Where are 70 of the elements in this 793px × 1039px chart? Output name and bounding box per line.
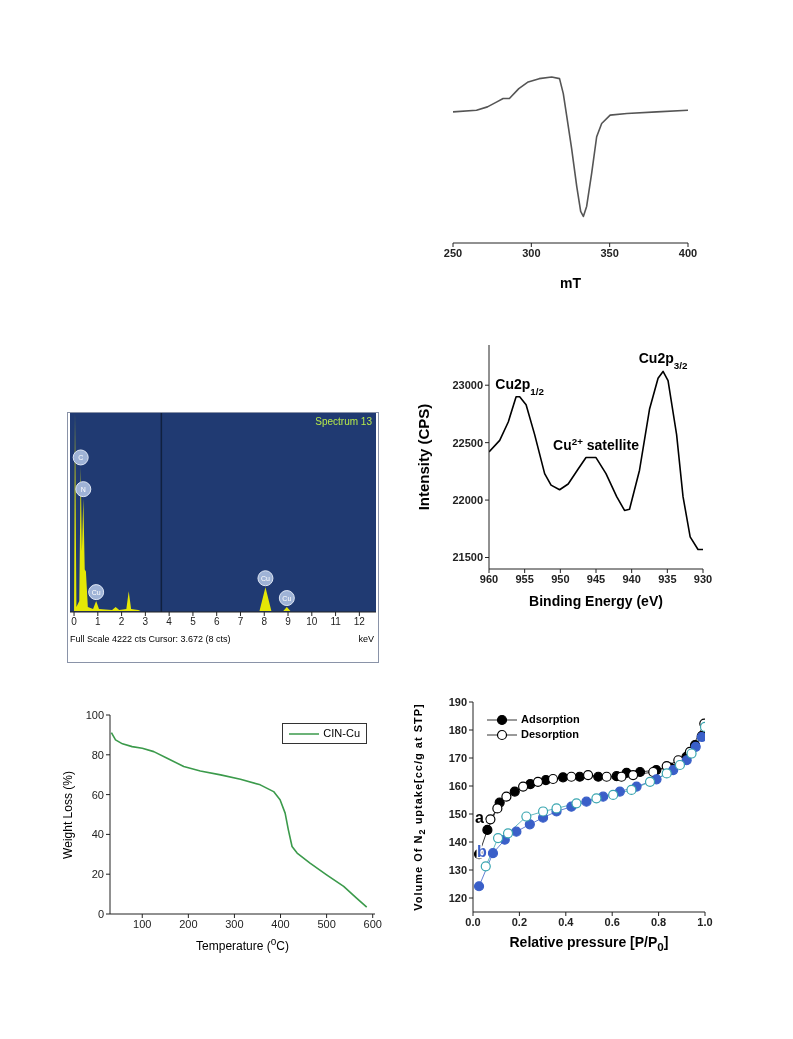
y-tick-label: 160 bbox=[448, 779, 467, 792]
y-tick-label: 130 bbox=[448, 863, 467, 876]
x-tick-label: 1.0 bbox=[697, 915, 713, 928]
x-tick-label: 0.0 bbox=[465, 915, 481, 928]
x-axis-title: Relative pressure [P/P$_{0}$] bbox=[508, 934, 670, 953]
text: Full Scale 4222 cts Cursor: 3.672 (8 cts) bbox=[70, 634, 231, 644]
x-tick-label: 600 bbox=[363, 917, 382, 930]
x-tick-label: 0.6 bbox=[604, 915, 620, 928]
x-tick-label: 0 bbox=[71, 616, 78, 628]
x-tick-label: 250 bbox=[443, 246, 463, 259]
x-tick-label: 350 bbox=[600, 246, 619, 259]
y-tick-label: 0 bbox=[97, 907, 104, 920]
y-tick-label: 21500 bbox=[452, 551, 483, 564]
x-tick-label: 9 bbox=[285, 616, 292, 628]
annotation: Cu2p$_{1/2}$ bbox=[495, 375, 545, 397]
x-tick-label: 0.4 bbox=[558, 915, 575, 928]
x-axis-title: Temperature ($^{o}$C) bbox=[195, 936, 290, 953]
x-tick-label: 945 bbox=[586, 572, 606, 585]
x-tick-label: 950 bbox=[551, 572, 570, 585]
x-tick-label: 7 bbox=[237, 616, 244, 628]
y-tick-label: 170 bbox=[448, 751, 467, 764]
x-tick-label: 10 bbox=[306, 616, 318, 628]
x-tick-label: 12 bbox=[353, 616, 366, 628]
y-tick-label: 150 bbox=[448, 807, 467, 820]
x-tick-label: 930 bbox=[693, 572, 713, 585]
y-tick-label: 22500 bbox=[452, 436, 483, 449]
x-axis-title: Binding Energy (eV) bbox=[528, 593, 664, 609]
x-tick-label: 6 bbox=[213, 616, 220, 628]
y-axis-title: Weight Loss (%) bbox=[60, 769, 76, 861]
annotation: Cu2p$_{3/2}$ bbox=[638, 350, 688, 371]
y-tick-label: 80 bbox=[91, 748, 104, 761]
x-tick-label: 935 bbox=[658, 572, 677, 585]
x-tick-label: 300 bbox=[225, 917, 244, 930]
x-tick-label: 400 bbox=[678, 246, 698, 259]
x-tick-label: 2 bbox=[118, 616, 125, 628]
x-tick-label: 4 bbox=[166, 616, 173, 628]
x-tick-label: 200 bbox=[179, 917, 198, 930]
x-tick-label: 3 bbox=[142, 616, 149, 628]
x-tick-label: 5 bbox=[190, 616, 197, 628]
y-tick-label: 20 bbox=[91, 868, 104, 881]
x-axis-title: mT bbox=[559, 275, 582, 291]
x-tick-label: 300 bbox=[522, 246, 541, 259]
y-tick-label: 190 bbox=[448, 695, 467, 708]
x-tick-label: 11 bbox=[330, 616, 342, 628]
y-tick-label: 60 bbox=[91, 788, 104, 801]
legend-label: Adsorption bbox=[521, 712, 580, 727]
y-axis-title: Intensity (CPS) bbox=[415, 402, 433, 513]
y-tick-label: 180 bbox=[448, 723, 467, 736]
y-tick-label: 22000 bbox=[452, 493, 483, 506]
x-tick-label: 100 bbox=[133, 917, 152, 930]
legend-label: Desorption bbox=[521, 727, 580, 742]
x-tick-label: 940 bbox=[622, 572, 641, 585]
x-tick-label: 0.2 bbox=[511, 915, 528, 928]
annotation: a bbox=[474, 809, 484, 827]
annotation: Cu$^{2+}$ satellite bbox=[553, 435, 640, 453]
y-tick-label: 100 bbox=[85, 708, 104, 721]
x-tick-label: 960 bbox=[479, 572, 499, 585]
chart-title: Spectrum 13 bbox=[315, 416, 372, 427]
x-axis-title: keV bbox=[358, 634, 374, 644]
y-tick-label: 140 bbox=[448, 835, 467, 848]
x-tick-label: 1 bbox=[95, 616, 102, 628]
y-tick-label: 120 bbox=[448, 891, 467, 904]
legend-label: CIN-Cu bbox=[323, 726, 360, 741]
y-tick-label: 40 bbox=[91, 828, 104, 841]
y-tick-label: 23000 bbox=[452, 379, 483, 392]
x-tick-label: 955 bbox=[515, 572, 534, 585]
x-tick-label: 0.8 bbox=[650, 915, 667, 928]
x-tick-label: 500 bbox=[317, 917, 336, 930]
x-tick-label: 400 bbox=[271, 917, 290, 930]
x-tick-label: 8 bbox=[261, 616, 268, 628]
